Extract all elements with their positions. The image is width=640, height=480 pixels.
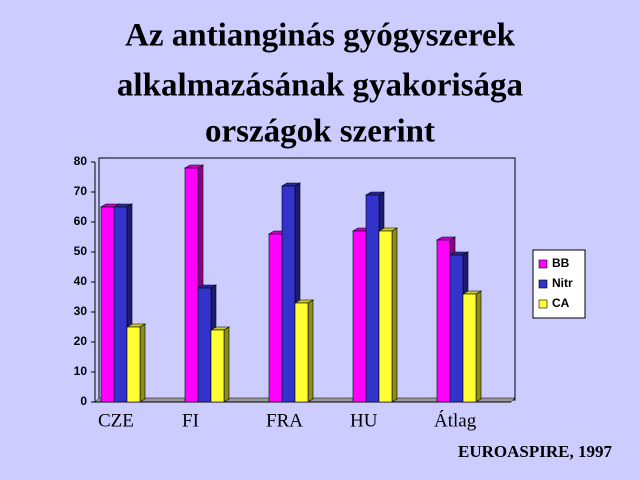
bar [436,239,451,403]
legend-swatch [538,259,548,269]
bar [184,167,199,403]
bar-side [223,326,230,403]
x-tick-label: CZE [98,410,134,431]
bar [378,230,393,403]
source-note: EUROASPIRE, 1997 [458,442,612,461]
bar [210,329,225,403]
x-tick-label: FRA [266,410,303,431]
bar [462,293,477,403]
bar [113,206,128,403]
bar-side [391,227,398,403]
y-tick-label: 10 [74,364,88,378]
bar-side [139,323,146,403]
bar [126,326,141,403]
y-tick-label: 40 [74,274,88,288]
bar [294,302,309,403]
x-tick-label: FI [182,410,199,431]
legend-swatch [538,299,548,309]
y-tick-label: 50 [74,244,88,258]
x-tick-label: Átlag [434,409,477,431]
y-tick-label: 80 [74,154,88,168]
bar [365,194,380,403]
y-tick-label: 70 [74,184,88,198]
y-tick-label: 30 [74,304,88,318]
chart-title: Az antianginás gyógyszerek [125,18,516,54]
y-tick-label: 60 [74,214,88,228]
chart-title: országok szerint [205,114,435,150]
y-tick-label: 0 [80,394,87,408]
legend-swatch [538,279,548,289]
bar [449,254,464,403]
bar [268,233,283,403]
bar [197,287,212,403]
y-tick-label: 20 [74,334,88,348]
bar [352,230,367,403]
legend-label: CA [552,296,570,310]
chart-title: alkalmazásának gyakorisága [117,68,523,104]
legend-label: Nitr [552,276,573,290]
bar [100,206,115,403]
bar [281,185,296,403]
legend-label: BB [552,256,570,270]
x-tick-label: HU [350,410,378,431]
bar-side [307,299,314,403]
bar-side [475,290,482,403]
